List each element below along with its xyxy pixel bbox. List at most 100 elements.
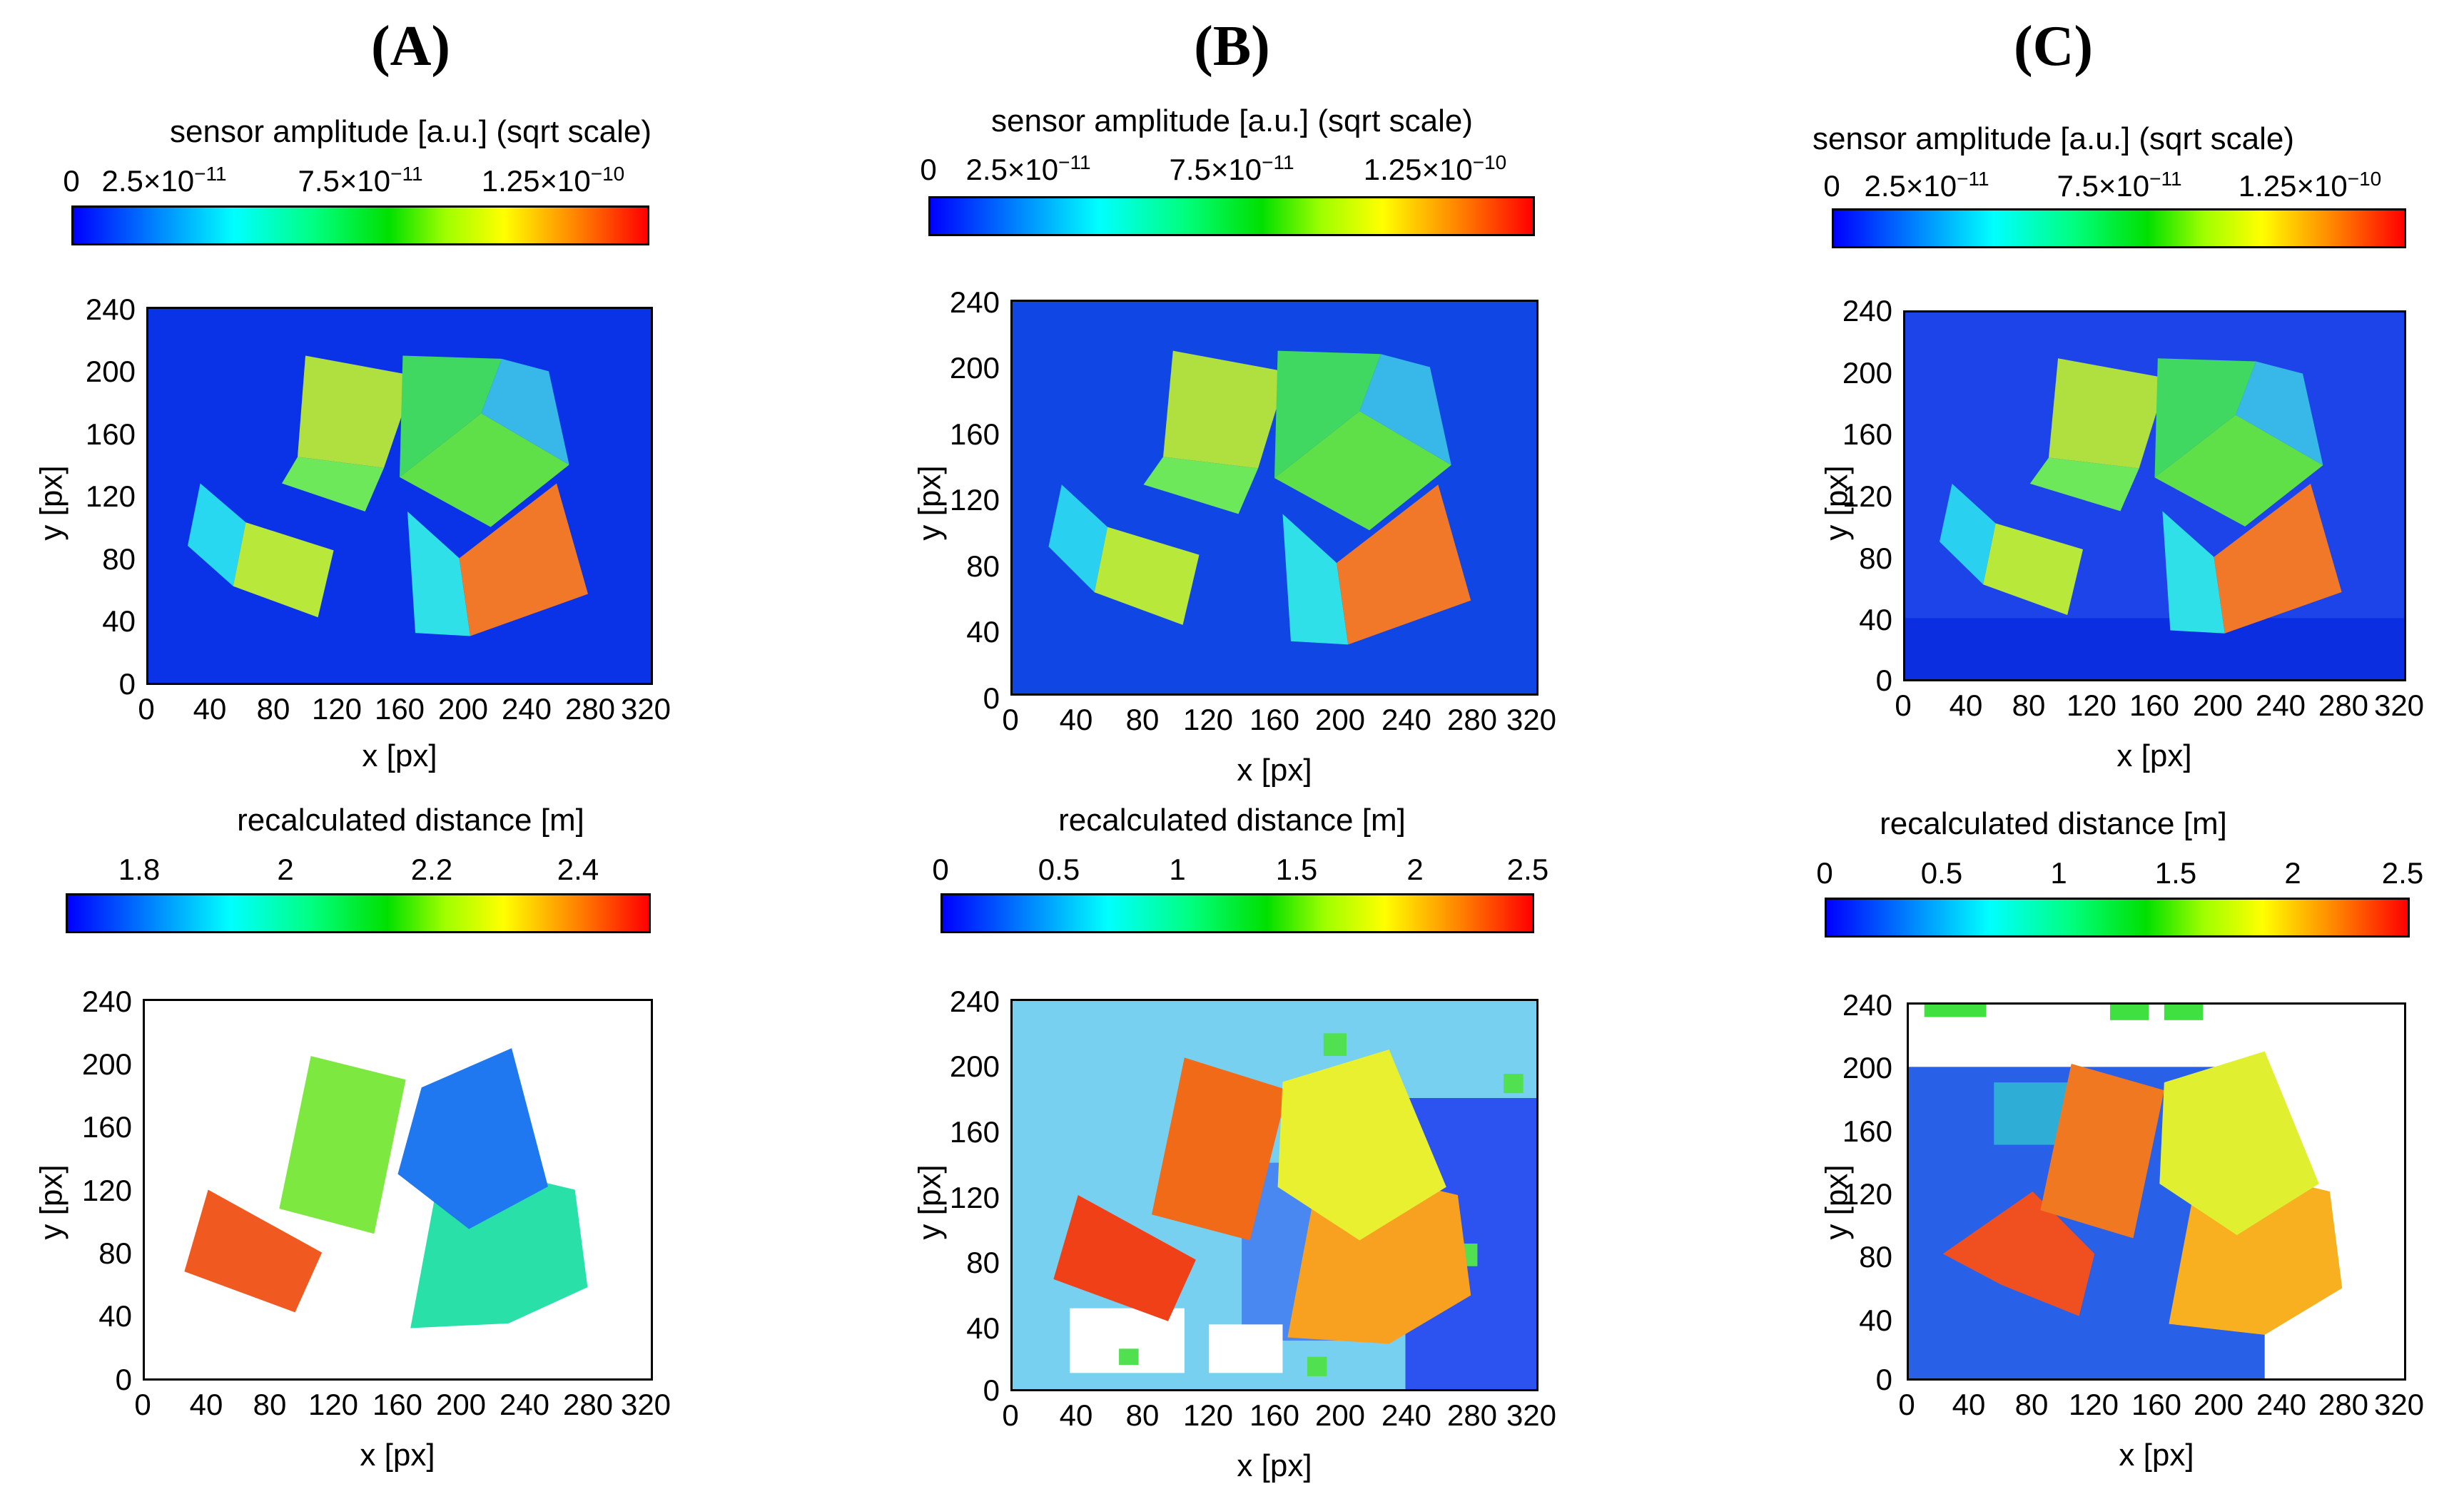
- panel-b: (B) sensor amplitude [a.u.] (sqrt scale)…: [821, 0, 1643, 1499]
- amp-tick: 7.5×10−11: [298, 163, 423, 198]
- y-axis-label: y [px]: [34, 465, 69, 541]
- y-tick: 200: [949, 351, 1000, 385]
- x-tick: 240: [501, 692, 552, 726]
- distance-colorbar: [1825, 898, 2410, 937]
- y-tick: 200: [85, 355, 136, 388]
- x-tick: 160: [2131, 1388, 2182, 1421]
- amplitude-colorbar-title: sensor amplitude [a.u.] (sqrt scale): [170, 114, 652, 149]
- x-tick: 280: [562, 1388, 614, 1421]
- panel-a: (A) sensor amplitude [a.u.] (sqrt scale)…: [0, 0, 821, 1499]
- x-axis-label: x [px]: [362, 738, 437, 773]
- x-tick: 240: [2256, 1388, 2307, 1421]
- y-tick: 80: [98, 1236, 132, 1270]
- y-tick: 0: [115, 1363, 132, 1396]
- x-axis-label: x [px]: [360, 1438, 435, 1473]
- amplitude-colorbar: [71, 205, 649, 245]
- x-tick: 120: [2068, 1388, 2119, 1421]
- x-tick: 160: [1249, 703, 1300, 736]
- x-tick: 40: [1949, 688, 1983, 722]
- dist-tick: 2.4: [557, 853, 599, 886]
- cube-back-right-front: [459, 483, 588, 636]
- y-tick: 160: [1842, 1114, 1892, 1148]
- cube-front-right-side: [1359, 354, 1451, 465]
- amp-tick: 0: [63, 164, 80, 198]
- amplitude-plot: [1010, 300, 1538, 696]
- cube-back-right-front: [1337, 484, 1471, 645]
- dist-tick: 0.5: [1920, 856, 1963, 890]
- y-tick: 80: [1859, 542, 1892, 575]
- cube-back-left: [1053, 1195, 1196, 1321]
- y-tick: 160: [1842, 417, 1892, 451]
- y-tick: 200: [949, 1050, 1000, 1083]
- cube-front-left-top: [2029, 457, 2139, 512]
- y-tick: 0: [118, 667, 136, 701]
- y-tick: 0: [983, 1373, 1000, 1407]
- y-tick: 80: [102, 542, 136, 576]
- amplitude-plot: [1903, 310, 2406, 681]
- cube-back-right-left: [407, 511, 470, 636]
- cube-front-left-top: [282, 457, 384, 512]
- y-tick: 120: [85, 479, 136, 513]
- cube-front-right: [397, 1048, 548, 1229]
- y-tick: 40: [98, 1299, 132, 1333]
- cube-back-left: [1940, 483, 1996, 585]
- x-tick: 120: [1182, 1398, 1234, 1432]
- y-tick: 40: [1859, 1304, 1892, 1337]
- x-tick: 240: [1381, 1398, 1432, 1432]
- amp-tick: 1.25×10−10: [1363, 151, 1507, 186]
- y-tick: 120: [1842, 479, 1892, 513]
- x-tick: 280: [1446, 703, 1498, 736]
- amplitude-colorbar-title: sensor amplitude [a.u.] (sqrt scale): [991, 103, 1473, 138]
- y-tick: 240: [949, 985, 1000, 1018]
- x-tick: 80: [2014, 1388, 2049, 1421]
- y-tick: 120: [949, 1181, 1000, 1214]
- x-tick: 80: [1125, 1398, 1160, 1432]
- x-tick: 40: [1059, 703, 1093, 736]
- x-tick: 80: [256, 692, 290, 726]
- x-tick: 200: [435, 1388, 487, 1421]
- cube-front-right-front: [2154, 358, 2256, 478]
- y-tick: 160: [81, 1110, 132, 1144]
- x-tick: 240: [2255, 688, 2306, 722]
- cube-front-right-top: [2154, 415, 2323, 527]
- x-tick: 240: [1381, 703, 1432, 736]
- x-tick: 200: [437, 692, 489, 726]
- x-tick: 200: [1314, 703, 1366, 736]
- amplitude-colorbar: [928, 196, 1535, 236]
- cube-back-right-left: [2162, 511, 2225, 634]
- x-tick: 40: [193, 692, 227, 726]
- cube-back-left: [1048, 484, 1108, 593]
- x-tick: 200: [2192, 688, 2244, 722]
- amp-tick: 7.5×10−11: [1169, 151, 1294, 186]
- y-tick: 80: [1859, 1240, 1892, 1274]
- x-tick: 0: [1002, 703, 1019, 736]
- x-tick: 120: [2066, 688, 2117, 722]
- y-tick: 200: [1842, 356, 1892, 390]
- cube-front-right-front: [1274, 350, 1381, 479]
- y-tick: 80: [966, 549, 1000, 583]
- x-tick: 0: [1898, 1388, 1915, 1421]
- x-tick: 200: [1314, 1398, 1366, 1432]
- cube-front-left-side: [1163, 350, 1288, 469]
- dist-tick: 1.8: [118, 853, 161, 886]
- x-tick: 200: [2193, 1388, 2244, 1421]
- cube-front-left-top: [1143, 457, 1259, 514]
- dist-tick: 2.5: [1506, 853, 1549, 886]
- distance-plot: [1010, 999, 1538, 1391]
- dist-tick: 0: [932, 853, 949, 886]
- dist-tick: 2: [277, 853, 294, 886]
- dist-tick: 1.5: [1275, 853, 1318, 886]
- cube-back-right-left: [1282, 514, 1349, 645]
- x-tick: 320: [620, 692, 671, 726]
- x-tick: 40: [1059, 1398, 1093, 1432]
- x-tick: 0: [134, 1388, 151, 1421]
- amp-tick: 0: [1823, 169, 1840, 203]
- cube-front-left: [1151, 1057, 1288, 1241]
- amplitude-colorbar-title: sensor amplitude [a.u.] (sqrt scale): [1812, 121, 2294, 156]
- x-tick: 280: [2318, 688, 2369, 722]
- x-tick: 240: [499, 1388, 550, 1421]
- cube-front-left: [2040, 1063, 2164, 1239]
- y-tick: 240: [949, 285, 1000, 319]
- x-tick: 320: [2373, 1388, 2425, 1421]
- x-tick: 160: [2129, 688, 2180, 722]
